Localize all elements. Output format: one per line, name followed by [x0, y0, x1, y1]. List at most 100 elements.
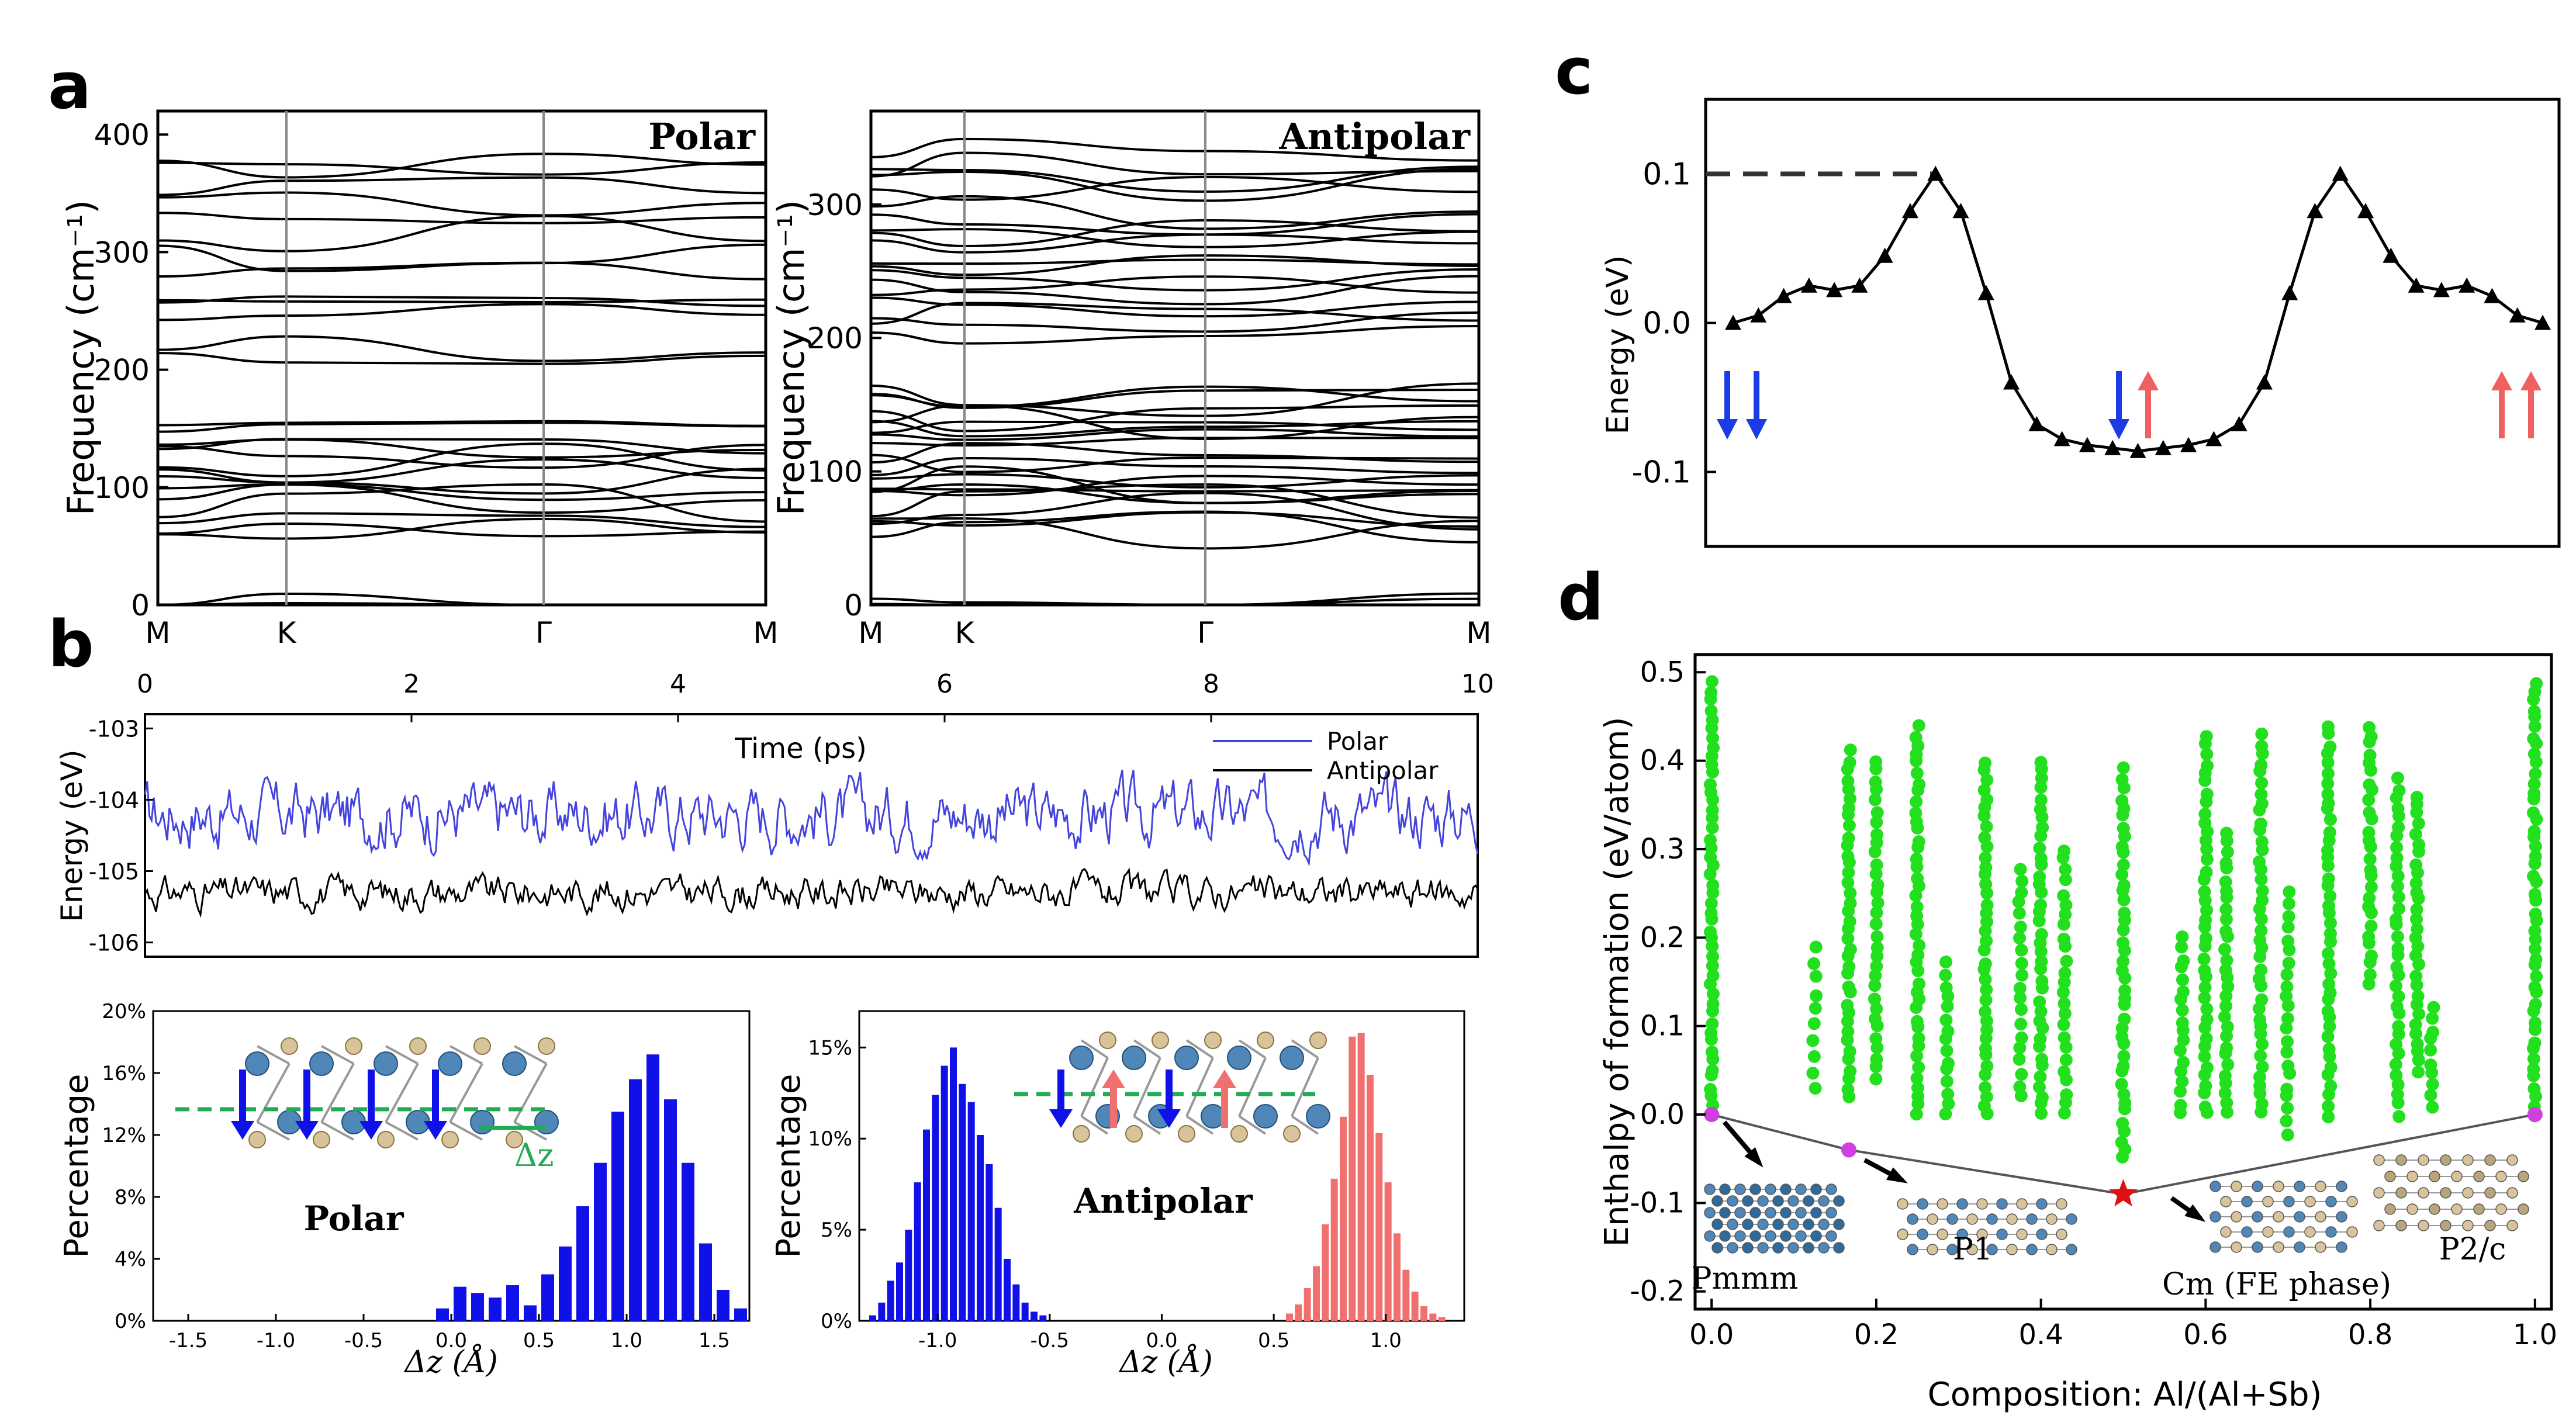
phonon-band [870, 420, 1479, 438]
data-point [2322, 977, 2336, 991]
atom [2346, 1196, 2358, 1207]
x-tick-label: -1.5 [169, 1329, 208, 1352]
bond [1238, 1115, 1267, 1135]
data-point [2527, 705, 2541, 718]
y-tick-label: 8% [115, 1186, 146, 1209]
al-atom [374, 1051, 398, 1076]
data-point [2529, 942, 2542, 956]
data-point [1911, 872, 1924, 885]
atom [2506, 1154, 2518, 1166]
data-point [2219, 903, 2233, 916]
data-point [2255, 873, 2268, 886]
al-atom [1069, 1046, 1094, 1070]
data-point [2321, 720, 2335, 733]
data-point [1807, 1050, 1821, 1063]
atom [1734, 1183, 1746, 1195]
y-tick-label: 0% [115, 1310, 146, 1333]
data-point [2253, 855, 2266, 868]
structure-label-cm: Cm (FE phase) [2162, 1267, 2391, 1302]
data-point [2221, 845, 2234, 859]
histogram-bar [1295, 1304, 1302, 1321]
atom [2429, 1171, 2440, 1182]
data-point [2116, 954, 2129, 968]
data-point [2323, 890, 2337, 903]
y-tick-label: -106 [89, 930, 139, 956]
histogram-bar [914, 1182, 921, 1321]
data-point [1706, 950, 1720, 963]
data-point [1910, 1015, 1924, 1028]
atom [1966, 1213, 1978, 1225]
data-point [1868, 992, 1881, 1006]
phonon-band [157, 352, 766, 365]
data-point [1869, 917, 1883, 930]
data-point [2034, 1032, 2047, 1046]
data-point [1703, 778, 1717, 791]
data-point [2362, 793, 2376, 807]
atom [1734, 1207, 1746, 1219]
atom [2315, 1181, 2326, 1192]
data-point [2057, 918, 2070, 931]
bond [1238, 1039, 1267, 1059]
data-point [2117, 878, 2131, 892]
histogram-bar [878, 1302, 886, 1321]
x-tick-label: 1.5 [699, 1329, 730, 1352]
band-lines [870, 137, 1479, 607]
data-point [2280, 1022, 2293, 1035]
data-point [2200, 730, 2213, 743]
data-point [2173, 1085, 2187, 1098]
data-point [1910, 1107, 1923, 1121]
data-point [2220, 1029, 2233, 1043]
arrow-head [1746, 419, 1767, 439]
legend-label-polar: Polar [1327, 727, 1388, 756]
atom [1719, 1230, 1731, 1242]
sb-atom [1257, 1032, 1274, 1049]
atom [2273, 1181, 2284, 1192]
data-point [2383, 247, 2399, 263]
y-tick-label: 300 [94, 236, 150, 269]
data-point [2014, 991, 2027, 1005]
data-point [2079, 437, 2096, 452]
bond [1291, 1057, 1319, 1117]
atom [1765, 1183, 1776, 1195]
data-point [1870, 960, 1883, 973]
data-point [2060, 1088, 2073, 1102]
al-atom [1280, 1046, 1304, 1070]
atom [1818, 1219, 1830, 1230]
x-tick-label: M [145, 616, 170, 650]
data-point [2198, 964, 2211, 977]
ground-state-star [2108, 1179, 2138, 1207]
atom [1742, 1242, 1754, 1254]
data-point [2362, 826, 2376, 839]
plot-frame [1693, 653, 2553, 1311]
data-point [1909, 927, 1923, 941]
data-point [2035, 974, 2049, 988]
y-tick-label: -103 [89, 716, 139, 742]
atom [2262, 1196, 2274, 1207]
atom [2484, 1220, 2496, 1231]
y-tick-label: 0.4 [1640, 745, 1685, 777]
data-point [2219, 989, 2233, 1003]
atom [1772, 1219, 1784, 1230]
data-point [2282, 897, 2295, 911]
atom [1704, 1230, 1716, 1242]
data-point [2059, 1053, 2073, 1067]
sb-atom [1204, 1032, 1222, 1049]
data-point [1871, 878, 1885, 892]
data-point [2219, 875, 2232, 888]
data-point [1868, 793, 1882, 807]
y-tick-label: 0% [821, 1310, 852, 1333]
data-point [1706, 878, 1720, 892]
data-point [2255, 993, 2269, 1006]
histogram-bar [1367, 1075, 1374, 1321]
data-point [2219, 963, 2232, 977]
data-point [1979, 957, 1992, 971]
data-point [2115, 1136, 2128, 1149]
data-point [2255, 924, 2268, 937]
data-point [2389, 1058, 2402, 1071]
hull-line [1704, 1107, 2543, 1207]
data-point [1704, 1083, 1717, 1096]
data-point [2034, 898, 2047, 912]
phonon-band [870, 268, 1479, 292]
data-point [1913, 778, 1926, 791]
atom [2273, 1211, 2284, 1223]
